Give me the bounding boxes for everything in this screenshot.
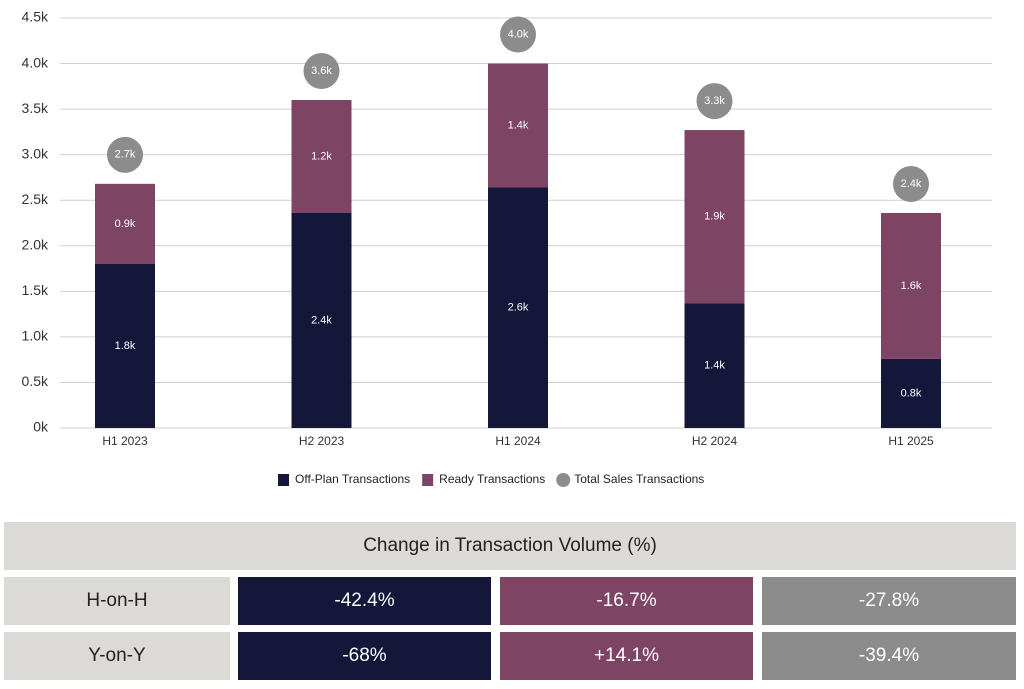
x-tick-label: H2 2023 xyxy=(299,434,345,448)
table-cell: -16.7% xyxy=(500,577,753,625)
y-tick-label: 2.5k xyxy=(22,191,49,207)
bar-segment xyxy=(881,212,941,359)
legend-label: Total Sales Transactions xyxy=(574,472,704,486)
bar-value-label: 1.6k xyxy=(901,280,922,292)
bar-value-label: 1.4k xyxy=(704,359,725,371)
bar-value-label: 1.8k xyxy=(115,340,136,352)
bar-value-label: 0.9k xyxy=(115,218,136,230)
bar-segment xyxy=(488,187,548,428)
y-tick-label: 0k xyxy=(33,419,49,435)
y-tick-label: 1.5k xyxy=(22,282,49,298)
x-tick-label: H1 2023 xyxy=(102,434,148,448)
legend-swatch xyxy=(556,473,571,487)
bar-segment xyxy=(291,212,352,428)
total-label: 3.6k xyxy=(311,65,332,77)
total-marker xyxy=(893,165,929,202)
bar-segment xyxy=(488,63,548,188)
total-label: 2.4k xyxy=(901,178,922,190)
y-tick-label: 0.5k xyxy=(22,373,49,389)
y-tick-label: 3.0k xyxy=(22,145,49,161)
table-cell: -39.4% xyxy=(762,632,1016,680)
y-tick-label: 3.5k xyxy=(22,100,49,116)
bar-value-label: 1.2k xyxy=(311,150,332,162)
x-tick-label: H1 2024 xyxy=(495,434,541,448)
bar-segment xyxy=(95,264,155,428)
row-header: H-on-H xyxy=(4,577,230,625)
total-marker xyxy=(107,136,143,173)
bar-value-label: 2.4k xyxy=(311,314,332,326)
bar-value-label: 0.8k xyxy=(901,387,922,399)
total-label: 4.0k xyxy=(508,28,529,40)
legend-swatch xyxy=(278,474,289,486)
legend-label: Ready Transactions xyxy=(439,472,545,486)
x-tick-label: H1 2025 xyxy=(888,434,934,448)
legend-swatch xyxy=(422,474,434,486)
total-label: 2.7k xyxy=(115,149,136,161)
bar-segment xyxy=(684,130,745,304)
y-tick-label: 4.5k xyxy=(22,9,49,25)
total-marker xyxy=(500,16,536,53)
y-tick-label: 2.0k xyxy=(22,236,49,252)
bar-segment xyxy=(95,183,155,264)
y-tick-label: 4.0k xyxy=(22,54,49,70)
bar-segment xyxy=(291,100,352,213)
table-cell: +14.1% xyxy=(500,632,753,680)
legend-label: Off-Plan Transactions xyxy=(295,472,410,486)
row-header: Y-on-Y xyxy=(4,632,230,680)
y-tick-label: 1.0k xyxy=(22,328,49,344)
total-marker xyxy=(696,83,733,120)
table-cell: -27.8% xyxy=(762,577,1016,625)
bar-segment xyxy=(684,303,745,428)
bar-value-label: 1.4k xyxy=(508,119,529,131)
table-title: Change in Transaction Volume (%) xyxy=(4,522,1016,570)
bar-segment xyxy=(881,358,941,428)
bar-value-label: 2.6k xyxy=(508,302,529,314)
bar-value-label: 1.9k xyxy=(704,211,725,223)
x-tick-label: H2 2024 xyxy=(692,434,738,448)
table-cell: -42.4% xyxy=(238,577,491,625)
total-marker xyxy=(303,53,340,89)
table-cell: -68% xyxy=(238,632,491,680)
total-label: 3.3k xyxy=(704,95,725,107)
chart: 0k 0.5k 1.0k 1.5k 2.0k 2.5k 3.0k 3.5k 4.0k 4.5k H1… xyxy=(22,9,992,487)
